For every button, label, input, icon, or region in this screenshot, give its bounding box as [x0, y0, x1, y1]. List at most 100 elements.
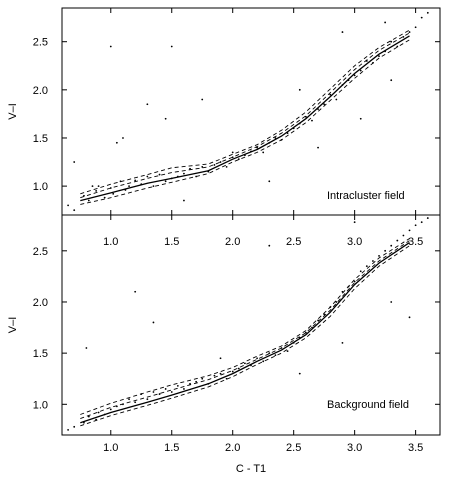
data-point	[73, 161, 76, 163]
data-point	[237, 367, 240, 370]
panel-label: Intracluster field	[327, 190, 405, 202]
data-point	[286, 350, 289, 352]
envelope-curve	[80, 29, 410, 195]
data-point	[158, 173, 161, 176]
data-point	[122, 137, 124, 139]
data-point	[396, 239, 399, 242]
data-point	[164, 117, 167, 120]
data-point	[317, 146, 319, 149]
y-tick-label: 2.5	[33, 37, 48, 49]
x-tick-label: 3.5	[408, 236, 423, 248]
plot-frame	[61, 214, 441, 436]
data-point	[298, 88, 301, 91]
data-point	[73, 209, 76, 212]
data-point	[97, 185, 100, 188]
data-point	[298, 372, 301, 375]
data-point	[183, 172, 185, 175]
data-point	[408, 316, 411, 319]
data-point	[170, 391, 173, 393]
data-point	[183, 199, 185, 202]
data-point	[97, 411, 100, 414]
y-tick-label: 2.5	[33, 246, 48, 258]
data-point	[176, 384, 179, 387]
x-tick-label: 3.5	[408, 442, 423, 454]
panel-label: Background field	[327, 399, 409, 411]
data-point	[219, 357, 222, 360]
data-point	[359, 117, 362, 120]
x-tick-label: 2.5	[286, 442, 301, 454]
data-point	[73, 425, 76, 428]
data-point	[390, 40, 393, 43]
data-point	[341, 342, 344, 344]
data-point	[134, 179, 137, 182]
envelope-curve	[80, 39, 410, 205]
data-point	[219, 161, 222, 163]
envelope-curve	[80, 240, 410, 420]
data-point	[244, 362, 246, 365]
data-point	[256, 357, 258, 360]
fit-curve	[80, 242, 410, 424]
data-point	[262, 360, 265, 363]
data-point	[384, 249, 387, 252]
data-point	[152, 391, 155, 393]
plot-frame	[61, 7, 441, 216]
data-point	[335, 98, 338, 101]
data-point	[414, 26, 417, 29]
data-point	[353, 74, 356, 77]
envelope-curve	[80, 238, 410, 415]
data-point	[134, 290, 137, 293]
data-point	[67, 428, 69, 431]
data-point	[115, 141, 118, 144]
data-point	[408, 229, 411, 232]
data-point	[213, 374, 216, 377]
data-point	[219, 372, 222, 375]
data-point	[201, 98, 204, 101]
data-point	[329, 93, 332, 96]
data-point	[67, 204, 69, 207]
data-point	[262, 151, 265, 154]
data-point	[112, 192, 115, 195]
data-point	[170, 45, 173, 48]
data-point	[195, 380, 198, 383]
data-point	[213, 164, 216, 166]
y-tick-label: 1.0	[33, 181, 48, 193]
data-point	[426, 11, 429, 14]
data-point	[365, 265, 368, 268]
y-tick-label: 1.0	[33, 399, 48, 411]
data-point	[152, 321, 155, 324]
x-tick-label: 2.5	[286, 236, 301, 248]
data-point	[268, 180, 271, 183]
data-point	[359, 69, 362, 72]
data-point	[201, 377, 204, 380]
data-point	[146, 398, 149, 401]
data-point	[85, 347, 88, 349]
envelope-curve	[80, 245, 410, 427]
data-point	[128, 185, 130, 188]
data-point	[341, 31, 344, 33]
x-tick-label: 2.0	[225, 236, 240, 248]
data-point	[128, 398, 130, 401]
data-point	[146, 103, 149, 106]
data-point	[390, 301, 393, 303]
data-point	[225, 165, 228, 168]
x-tick-label: 1.0	[103, 236, 118, 248]
data-point	[274, 354, 277, 357]
data-point	[323, 103, 326, 106]
data-point	[91, 185, 94, 188]
data-point	[402, 234, 405, 237]
data-point	[109, 45, 112, 48]
data-point	[378, 55, 380, 58]
data-point	[95, 190, 98, 192]
top-panel: 1.0 1.5 2.0 2.5 3.0 3.5 1.0 1.5 2.0 2.5 V–I Intracl…	[7, 7, 441, 248]
data-point	[311, 119, 313, 122]
data-point	[83, 194, 85, 197]
data-point	[268, 244, 271, 247]
y-tick-label: 1.5	[33, 348, 48, 360]
x-tick-label: 3.0	[347, 236, 362, 248]
data-point	[152, 185, 155, 188]
data-point	[109, 408, 112, 411]
data-point	[274, 137, 277, 139]
x-tick-label: 1.5	[164, 442, 179, 454]
x-axis-label: C - T1	[236, 463, 266, 475]
